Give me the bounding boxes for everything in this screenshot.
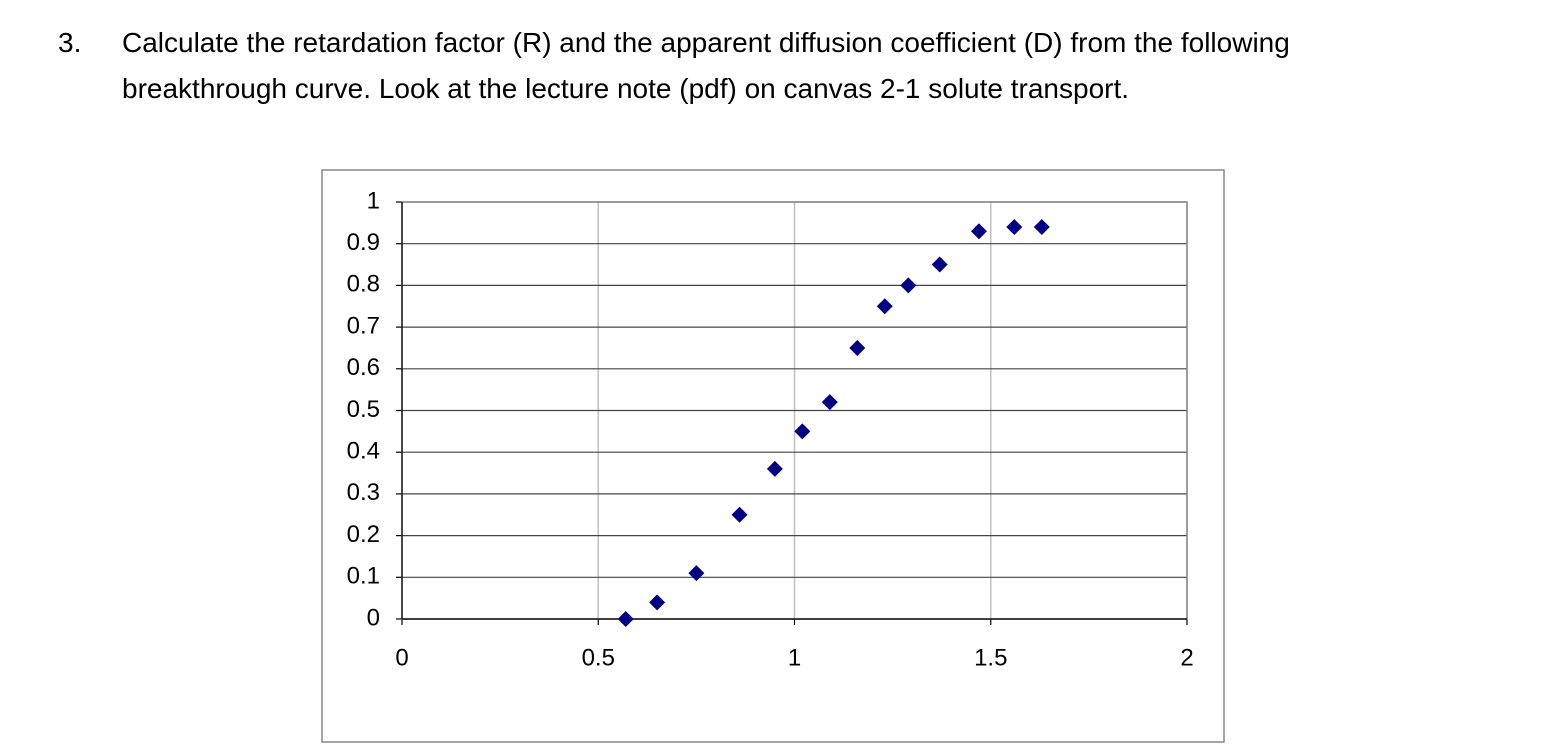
data-point — [649, 594, 666, 611]
data-point — [766, 460, 783, 477]
y-tick-label: 0.4 — [347, 438, 380, 465]
data-point — [931, 256, 948, 273]
chart-frame — [321, 169, 1225, 743]
question-number: 3. — [58, 27, 81, 58]
x-tick-label: 1.5 — [974, 644, 1007, 671]
y-tick-label: 0.2 — [347, 521, 380, 548]
y-tick-label: 0.6 — [347, 354, 380, 381]
y-tick-label: 0.8 — [347, 271, 380, 298]
y-tick-label: 0.9 — [347, 229, 380, 256]
data-point — [821, 394, 838, 411]
y-tick-label: 0 — [367, 604, 380, 631]
x-tick-label: 1 — [788, 644, 801, 671]
question-text: breakthrough curve. Look at the lecture … — [122, 73, 1129, 104]
data-point — [688, 565, 705, 582]
data-point — [876, 298, 893, 315]
data-point — [849, 339, 866, 356]
y-tick-label: 0.1 — [347, 563, 380, 590]
y-tick-label: 0.5 — [347, 396, 380, 423]
x-tick-label: 0 — [395, 644, 408, 671]
data-point — [794, 423, 811, 440]
y-tick-label: 0.3 — [347, 479, 380, 506]
y-tick-label: 1 — [367, 187, 380, 214]
data-point — [1033, 219, 1050, 236]
x-tick-label: 0.5 — [582, 644, 615, 671]
y-tick-label: 0.7 — [347, 312, 380, 339]
x-tick-label: 2 — [1180, 644, 1193, 671]
data-point — [1006, 219, 1023, 236]
data-point — [970, 223, 987, 240]
data-point — [617, 611, 634, 627]
question-text: Calculate the retardation factor (R) and… — [122, 27, 1290, 58]
data-point — [900, 277, 917, 294]
data-point — [731, 506, 748, 523]
